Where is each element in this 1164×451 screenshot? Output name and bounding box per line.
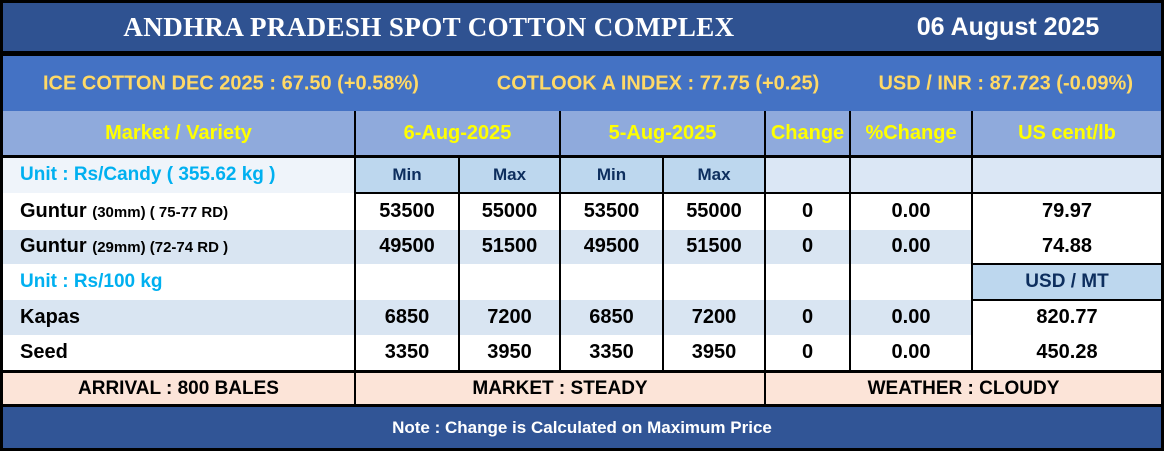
unit-100kg-empty-6 (849, 263, 972, 300)
row-guntur30-d1min: 53500 (354, 192, 459, 230)
row-seed-d2min: 3350 (559, 334, 663, 373)
row-guntur30-name: Guntur (30mm) ( 75-77 RD) (20, 199, 229, 222)
unit-100kg-row: Unit : Rs/100 kg USD / MT (3, 262, 1161, 301)
price-table: Market / Variety 6-Aug-2025 5-Aug-2025 C… (3, 111, 1161, 407)
row-guntur30-d2max: 55000 (662, 192, 765, 230)
report-date: 06 August 2025 (916, 12, 1100, 41)
row-guntur30-change: 0 (764, 192, 850, 230)
row-kapas-usdmt: 820.77 (971, 299, 1161, 335)
table-row: Guntur (29mm) (72-74 RD ) 49500 51500 49… (3, 229, 1161, 264)
report-title: ANDHRA PRADESH SPOT COTTON COMPLEX (123, 11, 735, 42)
unit-candy-label: Unit : Rs/Candy ( 355.62 kg ) (3, 156, 355, 193)
col-header-change: Change (764, 111, 850, 158)
subheader-day2-max: Max (662, 156, 765, 194)
note-bar: Note : Change is Calculated on Maximum P… (3, 407, 1161, 448)
unit-candy-pct-empty (849, 156, 972, 194)
row-seed-name: Seed (3, 334, 355, 373)
row-guntur29-change: 0 (764, 229, 850, 264)
row-seed-d1max: 3950 (458, 334, 560, 373)
usd-mt-header: USD / MT (971, 262, 1161, 301)
unit-100kg-empty-3 (559, 263, 663, 300)
row-guntur29-name: Guntur (29mm) (72-74 RD ) (3, 229, 355, 264)
row-kapas-change: 0 (764, 299, 850, 335)
row-kapas-d2max: 7200 (662, 299, 765, 335)
row-guntur29-pct: 0.00 (849, 229, 972, 264)
title-bar: ANDHRA PRADESH SPOT COTTON COMPLEX 06 Au… (3, 3, 1161, 56)
unit-100kg-empty-2 (458, 263, 560, 300)
subheader-day1-min: Min (354, 156, 459, 194)
row-guntur29-d1max: 51500 (458, 229, 560, 264)
col-header-pct-change: %Change (849, 111, 972, 158)
weather-status: WEATHER : CLOUDY (764, 371, 1161, 407)
row-guntur30-d2min: 53500 (559, 192, 663, 230)
row-guntur29-d2min: 49500 (559, 229, 663, 264)
ticker-cotlook-index: COTLOOK A INDEX : 77.75 (+0.25) (496, 72, 820, 94)
row-guntur30-uscent: 79.97 (971, 192, 1161, 230)
row-seed-d1min: 3350 (354, 334, 459, 373)
row-guntur29-d2max: 51500 (662, 229, 765, 264)
table-row: Seed 3350 3950 3350 3950 0 0.00 450.28 (3, 334, 1161, 373)
col-header-day1: 6-Aug-2025 (354, 111, 560, 158)
unit-100kg-empty-5 (764, 263, 850, 300)
unit-100kg-label: Unit : Rs/100 kg (20, 270, 163, 292)
unit-candy-change-empty (764, 156, 850, 194)
subheader-day1-max: Max (458, 156, 560, 194)
col-header-day2: 5-Aug-2025 (559, 111, 765, 158)
row-kapas-pct: 0.00 (849, 299, 972, 335)
row-guntur29-d1min: 49500 (354, 229, 459, 264)
unit-candy-uscent-empty (971, 156, 1161, 194)
ticker-ice-cotton: ICE COTTON DEC 2025 : 67.50 (+0.58%) (43, 72, 419, 94)
row-kapas-d1max: 7200 (458, 299, 560, 335)
row-seed-pct: 0.00 (849, 334, 972, 373)
ticker-bar: ICE COTTON DEC 2025 : 67.50 (+0.58%) COT… (3, 56, 1161, 111)
table-row: Guntur (30mm) ( 75-77 RD) 53500 55000 53… (3, 192, 1161, 230)
row-kapas-name: Kapas (3, 299, 355, 335)
table-header-row: Market / Variety 6-Aug-2025 5-Aug-2025 C… (3, 111, 1161, 158)
row-kapas-d2min: 6850 (559, 299, 663, 335)
unit-100kg-empty-1 (354, 263, 459, 300)
ticker-usd-inr: USD / INR : 87.723 (-0.09%) (878, 72, 1133, 94)
row-seed-usdmt: 450.28 (971, 334, 1161, 373)
market-status: MARKET : STEADY (354, 371, 765, 407)
note-text: Note : Change is Calculated on Maximum P… (392, 417, 772, 437)
row-seed-d2max: 3950 (662, 334, 765, 373)
unit-100kg-empty-4 (662, 263, 765, 300)
arrival-status: ARRIVAL : 800 BALES (3, 371, 355, 407)
col-header-us-cent-lb: US cent/lb (971, 111, 1161, 158)
row-guntur30-pct: 0.00 (849, 192, 972, 230)
table-row: Kapas 6850 7200 6850 7200 0 0.00 820.77 (3, 299, 1161, 335)
row-kapas-d1min: 6850 (354, 299, 459, 335)
row-seed-change: 0 (764, 334, 850, 373)
subheader-day2-min: Min (559, 156, 663, 194)
status-row: ARRIVAL : 800 BALES MARKET : STEADY WEAT… (3, 371, 1161, 407)
row-guntur30-d1max: 55000 (458, 192, 560, 230)
col-header-market-variety: Market / Variety (3, 111, 355, 158)
unit-candy-row: Unit : Rs/Candy ( 355.62 kg ) Min Max Mi… (3, 156, 1161, 194)
row-guntur29-uscent: 74.88 (971, 229, 1161, 264)
